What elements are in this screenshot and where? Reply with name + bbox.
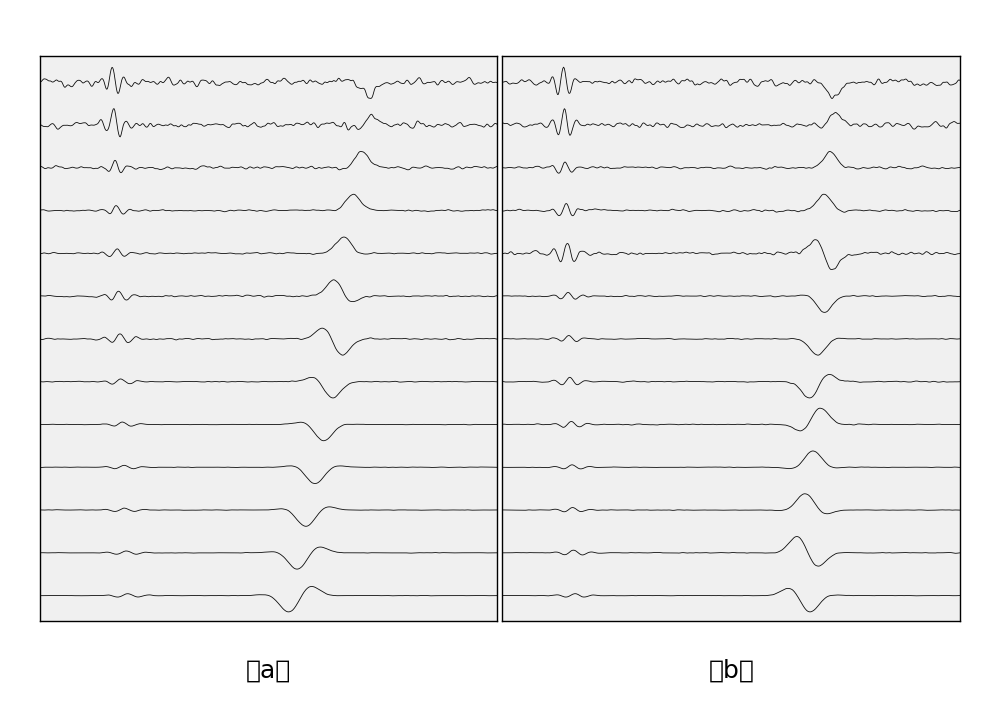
Text: （b）: （b） [708,659,754,683]
Text: （a）: （a） [246,659,291,683]
